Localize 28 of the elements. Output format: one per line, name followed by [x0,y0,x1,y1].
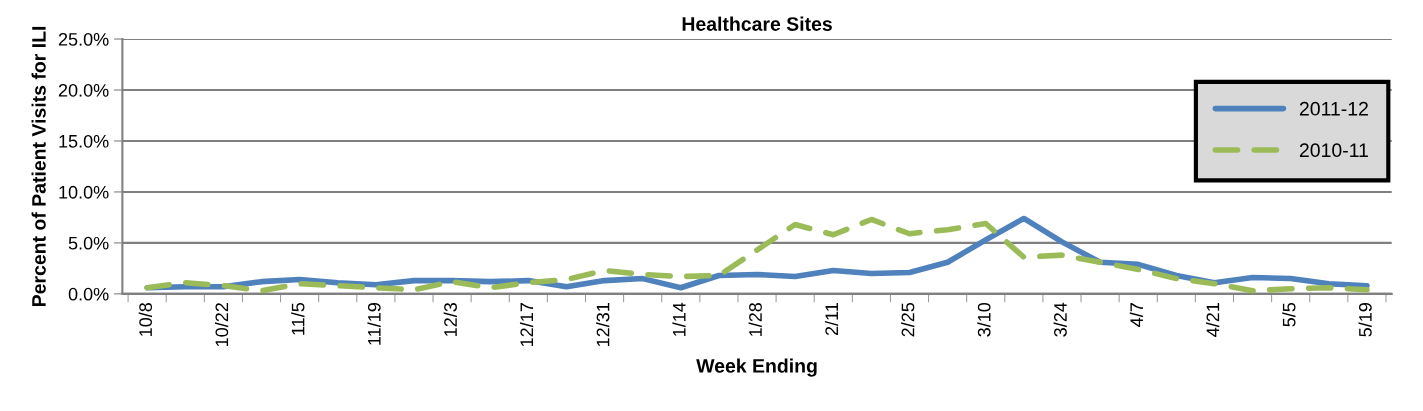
y-axis-title: Percent of Patient Visits for ILI [31,26,46,306]
y-tick-label: 20.0% [58,83,109,97]
x-tick-label: 4/21 [1206,303,1220,337]
x-tick-label: 12/31 [596,303,610,346]
legend-label: 2010-11 [1299,143,1368,158]
x-tick-label: 2/11 [824,303,839,336]
y-tick-label: 25.0% [58,32,109,46]
x-tick-label: 3/10 [977,302,991,337]
y-tick-label: 0.0% [68,287,109,301]
x-tick-label: 11/19 [367,303,381,345]
y-tick-label: 15.0% [59,134,109,148]
x-tick-label: 3/24 [1053,302,1067,337]
legend-label: 2011-12 [1299,101,1368,116]
x-tick-label: 5/5 [1282,302,1296,327]
x-tick-label: 2/25 [901,302,915,337]
chart-title: Healthcare Sites [682,16,832,31]
x-tick-label: 11/5 [291,302,305,335]
x-tick-label: 5/19 [1358,303,1372,337]
x-tick-label: 10/22 [214,303,229,346]
y-tick-label: 10.0% [59,185,109,199]
x-tick-label: 12/17 [519,303,534,346]
x-tick-label: 4/7 [1129,303,1144,327]
x-tick-label: 1/14 [672,302,686,336]
y-tick-label: 5.0% [68,236,109,250]
x-tick-label: 10/8 [138,302,152,336]
x-tick-label: 1/28 [748,302,762,336]
x-axis-title: Week Ending [696,358,817,377]
x-tick-label: 12/3 [443,302,457,336]
